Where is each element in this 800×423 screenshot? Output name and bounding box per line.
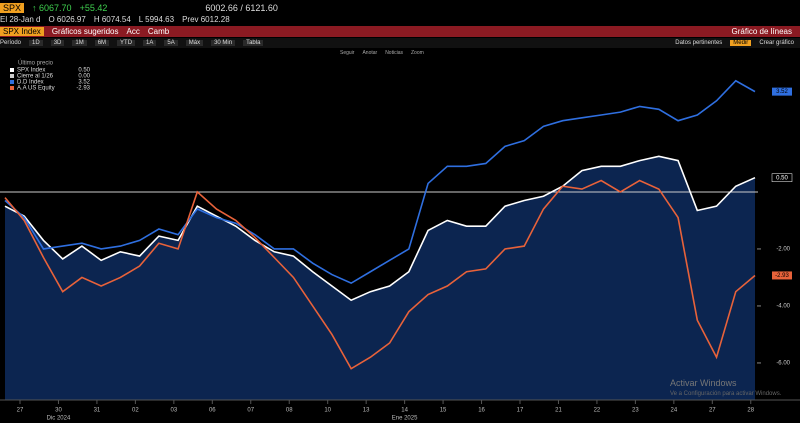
last-value-label: -2.93 [775, 273, 789, 279]
high: H 6074.54 [93, 15, 131, 24]
ticker[interactable]: SPX [0, 3, 25, 13]
button[interactable]: 30 Min [211, 40, 236, 46]
prev: Prev 6012.28 [182, 15, 230, 24]
last-value-badge [771, 173, 793, 182]
x-tick-label: 28 [747, 408, 754, 414]
period-label: Dic 2024 [47, 416, 71, 422]
tool[interactable]: Anotar [362, 50, 378, 56]
button[interactable]: Datos pertinentes [675, 40, 723, 46]
legend-label: A.A US Equity [17, 86, 55, 92]
x-tick-label: 16 [478, 408, 485, 414]
last-value-label: 0.50 [776, 175, 788, 181]
button[interactable]: 1D [29, 40, 43, 46]
button[interactable]: Medir [730, 40, 752, 46]
menu-bar: SPX Index Gráficos sugeridos Acc Camb Gr… [0, 26, 800, 37]
button[interactable]: YTD [117, 40, 136, 46]
watermark-sub: Ve a Configuración para activar Windows. [670, 391, 782, 397]
y-tick-label: -4.00 [776, 304, 790, 310]
x-tick-label: 17 [517, 408, 524, 414]
tool[interactable]: Seguir [340, 50, 355, 56]
line-series [4, 79, 756, 285]
label: Período [0, 40, 22, 46]
legend-swatch [10, 74, 14, 78]
x-tick-label: 10 [324, 408, 331, 414]
menu-item[interactable]: Gráficos sugeridos [51, 27, 119, 36]
button[interactable]: Tabla [243, 40, 264, 46]
quote-row: SPX ↑ 6067.70 +55.42 6002.66 / 6121.60 [0, 2, 800, 14]
x-tick-label: 13 [363, 408, 370, 414]
legend-swatch [10, 68, 14, 72]
legend-value: -2.93 [76, 86, 90, 92]
low: L 5994.63 [138, 15, 175, 24]
tool[interactable]: Zoom [410, 50, 424, 56]
x-tick-label: 27 [709, 408, 716, 414]
x-tick-label: 03 [171, 408, 178, 414]
legend-swatch [10, 80, 14, 84]
button[interactable]: 6M [94, 40, 110, 46]
legend-label: Cierre al 1/26 [17, 74, 54, 80]
ohlc-row: El 28-Jan d O 6026.97 H 6074.54 L 5994.6… [0, 14, 800, 25]
y-tick-label: -6.00 [776, 361, 790, 367]
last-value-badge [772, 271, 792, 280]
x-tick-label: 22 [594, 408, 601, 414]
legend-swatch [10, 86, 14, 90]
legend-label: SPX Index [17, 68, 45, 74]
button[interactable]: 1A [143, 40, 157, 46]
x-tick-label: 14 [401, 408, 408, 414]
legend-label: D.D Index [17, 80, 44, 86]
period-label: Ene 2025 [392, 416, 418, 422]
range: 6002.66 / 6121.60 [205, 3, 278, 13]
toolbar: Período 1D 3D 1M 6M YTD 1A 5A Máx 30 Min… [0, 38, 800, 48]
chart-type[interactable]: Gráfico de líneas [731, 27, 792, 36]
legend-value: 0.00 [78, 74, 90, 80]
last-value-label: 3.52 [776, 89, 788, 95]
x-tick-label: 23 [632, 408, 639, 414]
watermark: Activar Windows [670, 378, 737, 388]
area [5, 156, 755, 400]
y-tick-label: -2.00 [776, 247, 790, 253]
security[interactable]: SPX Index [0, 27, 44, 36]
menu-item[interactable]: Acc [126, 27, 140, 36]
button[interactable]: 3D [50, 40, 65, 46]
last-price: ↑ 6067.70 [32, 3, 72, 13]
chart-tools: Seguir Anotar Noticias Zoom [340, 49, 540, 57]
change: +55.42 [79, 3, 108, 13]
x-tick-label: 08 [286, 408, 293, 414]
legend-value: 0.50 [78, 68, 90, 74]
tool[interactable]: Noticias [385, 50, 403, 56]
button[interactable]: Máx [185, 40, 204, 46]
x-tick-label: 31 [94, 408, 101, 414]
line-series [4, 155, 756, 302]
button[interactable]: 5A [164, 40, 178, 46]
x-tick-label: 21 [555, 408, 562, 414]
legend-value: 3.52 [78, 80, 90, 86]
x-tick-label: 24 [671, 408, 678, 414]
x-axis-bg [0, 400, 800, 423]
button[interactable]: Crear gráfico [759, 40, 794, 46]
x-tick-label: 15 [440, 408, 447, 414]
x-tick-label: 30 [55, 408, 62, 414]
x-tick-label: 27 [17, 408, 24, 414]
x-tick-label: 07 [247, 408, 254, 414]
legend-title: Último precio [18, 60, 54, 67]
last-value-badge [772, 87, 792, 96]
date: El 28-Jan d [0, 15, 41, 24]
open: O 6026.97 [48, 15, 86, 24]
toolbar-right: Datos pertinentes Medir Crear gráfico [675, 40, 800, 46]
x-tick-label: 02 [132, 408, 139, 414]
line-series [4, 179, 756, 370]
menu-item[interactable]: Camb [147, 27, 170, 36]
x-tick-label: 06 [209, 408, 216, 414]
button[interactable]: 1M [72, 40, 87, 46]
